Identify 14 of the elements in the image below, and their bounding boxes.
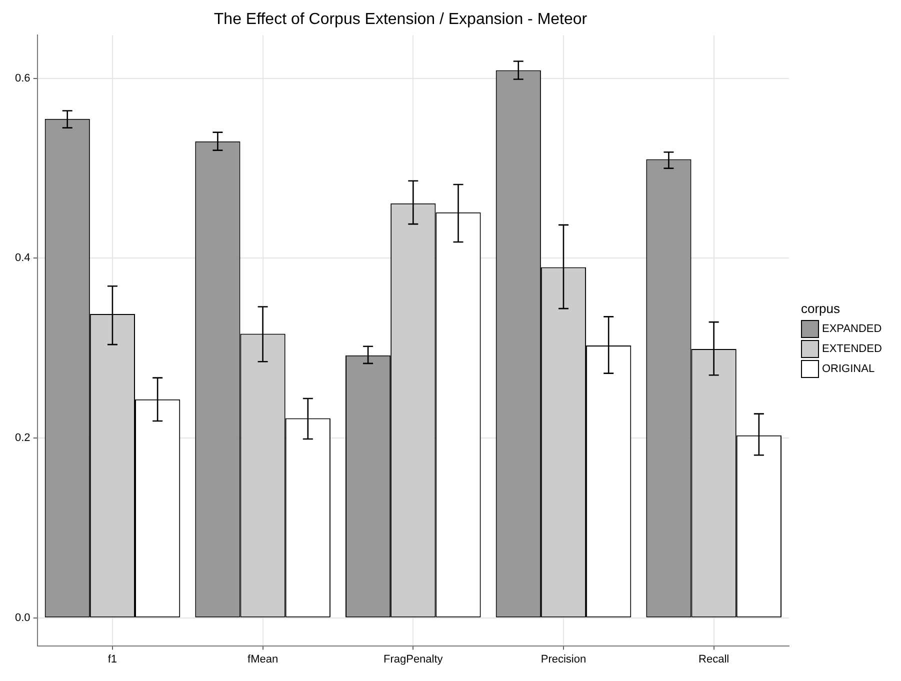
y-tick-label: 0.0 [14, 612, 30, 624]
y-tick-label: 0.4 [14, 252, 30, 264]
y-tick-label: 0.6 [14, 72, 30, 84]
x-tick-label: fMean [248, 653, 278, 666]
legend-title: corpus [801, 301, 842, 316]
x-tick-label: f1 [108, 653, 118, 666]
legend-label: EXTENDED [822, 343, 882, 355]
x-tick-label: Precision [540, 653, 586, 666]
chart-title: The Effect of Corpus Extension / Expansion - Meteor [214, 11, 588, 28]
x-tick-label: FragPenalty [383, 653, 444, 666]
legend-label: EXPANDED [822, 323, 882, 335]
text: ORIGINAL [822, 363, 875, 375]
x-tick-label: Recall [698, 653, 730, 666]
y-tick-label: 0.2 [14, 432, 30, 444]
